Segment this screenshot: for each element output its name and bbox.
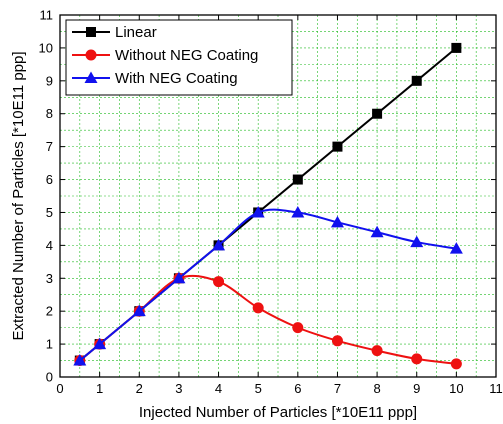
triangle-point [410, 235, 424, 248]
triangle-point [73, 354, 87, 366]
x-tick-label: 3 [175, 381, 182, 396]
square-point [372, 108, 383, 119]
y-tick-label: 4 [46, 238, 53, 253]
triangle-point [291, 205, 305, 218]
x-tick-label: 2 [136, 381, 143, 396]
legend: Linear Without NEG Coating With NEG Coatin… [65, 19, 293, 96]
series-circle [74, 272, 462, 370]
y-tick-label: 7 [46, 139, 53, 154]
triangle-point [330, 215, 344, 228]
legend-marker [86, 27, 96, 37]
x-tick-label: 0 [56, 381, 63, 396]
axis-ticks: 0 1 2 3 4 5 6 7 8 9 10 11 0 1 2 3 4 5 6 7 8 9 10 11 [39, 8, 503, 397]
x-tick-label: 8 [373, 381, 380, 396]
legend-item: Without NEG Coating [72, 47, 258, 64]
square-point [292, 174, 303, 185]
legend-marker [85, 49, 97, 61]
x-tick-label: 4 [215, 381, 222, 396]
y-tick-label: 11 [40, 8, 54, 23]
legend-item: Linear [72, 24, 157, 41]
circle-point [252, 302, 264, 314]
circle-point [213, 276, 225, 288]
y-tick-label: 9 [46, 73, 53, 88]
y-axis-title: Extracted Number of Particles [*10E11 pp… [10, 51, 27, 340]
y-tick-label: 10 [39, 40, 53, 55]
triangle-point [251, 205, 265, 218]
x-tick-label: 9 [413, 381, 420, 396]
x-axis-title: Injected Number of Particles [*10E11 ppp… [139, 404, 417, 421]
x-tick-label: 1 [96, 381, 103, 396]
triangle-point [93, 337, 107, 350]
x-tick-label: 7 [334, 381, 341, 396]
y-tick-label: 5 [46, 205, 53, 220]
legend-label: With NEG Coating [115, 70, 238, 87]
series-layer [73, 42, 463, 370]
triangle-point [172, 271, 186, 284]
series-triangle [73, 205, 463, 366]
y-tick-label: 0 [46, 370, 53, 385]
y-tick-label: 2 [46, 304, 53, 319]
x-tick-label: 6 [294, 381, 301, 396]
legend-item: With NEG Coating [72, 70, 238, 87]
legend-label: Without NEG Coating [115, 47, 258, 64]
triangle-point [370, 225, 384, 238]
square-point [451, 42, 462, 53]
x-tick-label: 10 [449, 381, 463, 396]
circle-point [450, 358, 462, 370]
x-tick-label: 11 [489, 381, 503, 396]
triangle-point [449, 242, 463, 254]
y-tick-label: 3 [46, 271, 53, 286]
y-tick-label: 6 [46, 172, 53, 187]
legend-label: Linear [115, 24, 157, 41]
plot-frame [59, 14, 497, 378]
square-point [332, 141, 343, 152]
x-tick-label: 5 [255, 381, 262, 396]
series-line [79, 208, 457, 362]
circle-point [411, 353, 423, 365]
square-point [411, 75, 422, 86]
circle-point [292, 322, 304, 334]
y-tick-label: 8 [46, 106, 53, 121]
series-line [79, 274, 457, 365]
circle-point [371, 345, 383, 357]
triangle-point [132, 304, 146, 317]
legend-marker [84, 71, 98, 83]
y-tick-label: 1 [46, 337, 53, 352]
circle-point [331, 335, 343, 347]
triangle-point [212, 238, 226, 251]
